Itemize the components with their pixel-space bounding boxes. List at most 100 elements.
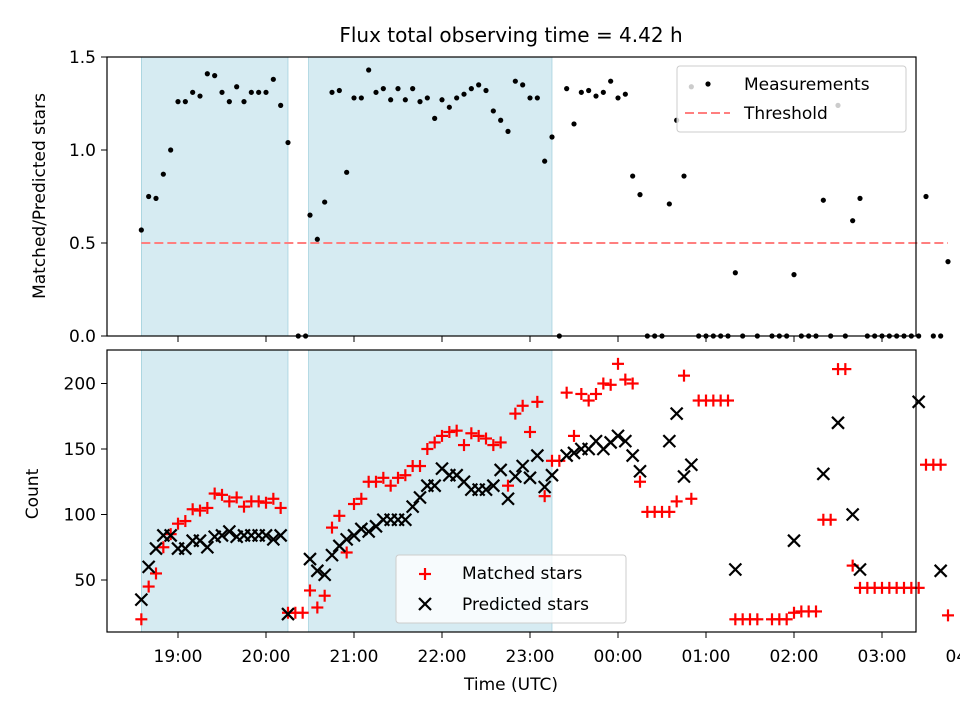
predicted-star-point: [633, 464, 647, 479]
predicted-star-point: [215, 528, 229, 543]
predicted-star-point: [273, 528, 288, 543]
measurement-point: [820, 197, 826, 203]
predicted-star-point: [325, 548, 339, 562]
matched-star-point: [260, 496, 272, 509]
matched-star-point: [634, 475, 646, 488]
measurement-point: [630, 173, 636, 179]
measurement-point: [666, 201, 672, 207]
matched-star-point: [436, 429, 448, 442]
matched-star-point: [839, 363, 852, 376]
measurement-point: [615, 95, 621, 101]
matched-star-point: [333, 509, 346, 522]
matched-star-point: [458, 439, 470, 452]
measurement-point: [542, 158, 548, 164]
legend-predicted-marker: [418, 597, 432, 611]
measurement-point: [578, 89, 584, 95]
predicted-star-point: [831, 416, 845, 430]
predicted-star-point: [427, 478, 442, 493]
matched-star-point: [274, 501, 287, 514]
observing-interval: [308, 56, 553, 337]
ratio-panel-ylabel: Matched/Predicted stars: [30, 93, 50, 299]
measurement-point: [182, 99, 188, 105]
matched-star-point: [942, 609, 954, 622]
predicted-star-point: [677, 469, 691, 484]
x-tick-label: 20:00: [242, 647, 291, 667]
matched-star-point: [443, 425, 456, 438]
count-legend-box: [395, 554, 627, 624]
measurement-point: [857, 195, 863, 201]
measurement-point: [175, 99, 181, 105]
predicted-star-point: [354, 522, 369, 536]
matched-star-point: [252, 495, 265, 508]
measurement-point: [468, 86, 474, 92]
ratio-y-tick-label: 0.0: [69, 327, 96, 347]
measurement-point: [439, 97, 445, 103]
predicted-star-point: [537, 480, 552, 494]
measurement-point: [938, 333, 944, 339]
matched-star-point: [208, 487, 221, 500]
measurement-point: [732, 270, 738, 276]
measurement-point: [945, 259, 951, 265]
matched-star-point: [590, 387, 602, 400]
matched-star-point: [355, 492, 368, 505]
matched-star-point: [414, 460, 426, 473]
matched-star-point: [377, 471, 390, 484]
predicted-star-point: [933, 564, 948, 578]
measurement-point: [226, 99, 232, 105]
measurement-point: [505, 128, 511, 134]
measurement-point: [307, 212, 313, 218]
predicted-star-point: [684, 457, 699, 472]
predicted-star-point: [816, 467, 831, 481]
x-tick-label: 21:00: [330, 647, 379, 667]
predicted-star-point: [141, 560, 156, 574]
predicted-star-point: [303, 552, 317, 566]
matched-star-point: [340, 546, 353, 559]
measurement-point: [600, 89, 606, 95]
matched-star-point: [267, 492, 280, 505]
matched-star-point: [516, 399, 529, 412]
predicted-star-point: [611, 429, 625, 443]
legend-measurements-label: Measurements: [744, 75, 870, 95]
x-tick-label: 00:00: [594, 647, 643, 667]
legend-threshold-label: Threshold: [743, 104, 828, 124]
x-axis-label: Time (UTC): [463, 675, 558, 695]
matched-star-point: [399, 469, 412, 482]
matched-star-point: [223, 495, 236, 508]
matched-star-point: [487, 439, 500, 452]
matched-star-point: [238, 500, 250, 513]
predicted-star-point: [669, 406, 684, 421]
observing-interval: [141, 56, 289, 337]
measurement-point: [454, 95, 460, 101]
measurement-point: [916, 333, 922, 339]
matched-star-point: [509, 407, 522, 420]
measurement-point: [314, 236, 320, 242]
measurement-point: [571, 121, 577, 127]
matched-star-point: [612, 357, 624, 370]
measurement-point: [358, 95, 364, 101]
count-y-tick-label: 150: [64, 440, 96, 460]
matched-star-point: [685, 492, 698, 505]
measurement-point: [476, 82, 482, 88]
predicted-star-point: [845, 507, 860, 522]
measurement-point: [336, 87, 342, 94]
measurement-point: [263, 89, 269, 95]
measurement-point: [424, 95, 430, 101]
measurement-point: [153, 195, 159, 201]
predicted-star-point: [662, 434, 677, 448]
ratio-panel-frame: [106, 56, 917, 337]
chart-title: Flux total observing time = 4.42 h: [339, 23, 682, 47]
predicted-star-point: [222, 524, 237, 539]
count-y-tick-label: 100: [64, 506, 96, 526]
matched-star-point: [135, 613, 148, 626]
matched-star-point: [670, 495, 683, 508]
measurement-point: [490, 108, 496, 114]
matched-star-point: [524, 425, 536, 438]
count-panel: 50 100 150 200 19:00 20:00 21:00 22:00 23:00 00:…: [23, 349, 960, 695]
predicted-star-point: [486, 478, 501, 493]
legend-matched-marker: [419, 568, 431, 580]
x-tick-label: 02:00: [770, 647, 819, 667]
measurement-point: [461, 91, 467, 97]
predicted-star-point: [545, 468, 559, 482]
predicted-star-point: [405, 499, 420, 514]
measurement-point: [534, 95, 540, 101]
